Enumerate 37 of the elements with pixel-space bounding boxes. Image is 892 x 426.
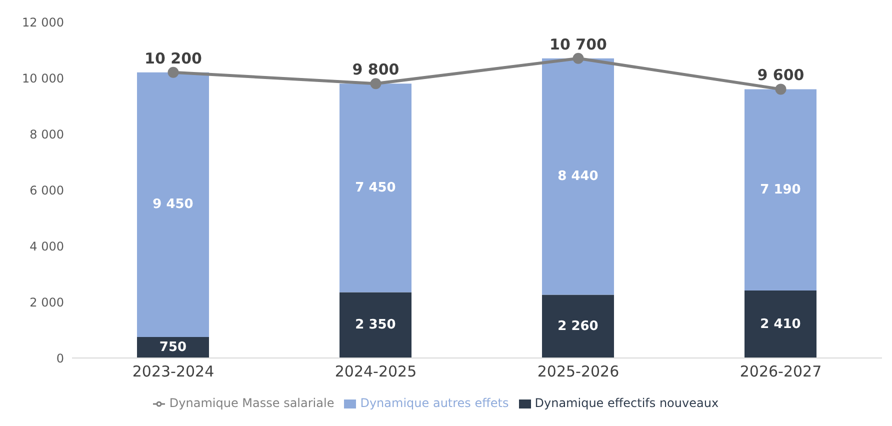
- data-label: 9 600: [757, 66, 804, 84]
- data-label: 8 440: [558, 169, 598, 184]
- y-tick-label: 4 000: [30, 239, 64, 254]
- data-label: 10 200: [144, 49, 202, 68]
- y-tick-label: 6 000: [30, 183, 64, 198]
- bar: [744, 89, 816, 291]
- data-label: 7 450: [355, 180, 396, 196]
- y-tick-label: 8 000: [30, 127, 64, 142]
- y-tick-label: 2 000: [30, 295, 64, 310]
- data-label: 2 260: [558, 318, 598, 334]
- bar: [137, 72, 209, 337]
- x-tick-label: 2024-2025: [334, 362, 417, 381]
- x-tick-label: 2025-2026: [537, 362, 620, 381]
- data-label: 9 450: [152, 197, 194, 212]
- point: [168, 66, 179, 78]
- bar: [542, 294, 614, 358]
- y-tick-label: 10 000: [22, 71, 64, 86]
- y-tick-label: 0: [56, 351, 64, 366]
- legend-label: Dynamique autres effets: [360, 396, 509, 410]
- data-label: 750: [159, 340, 187, 355]
- point: [572, 52, 584, 64]
- data-label: 2 350: [355, 318, 396, 333]
- y-tick-label: 12 000: [22, 15, 64, 30]
- bar: [340, 84, 412, 292]
- data-label: 9 800: [352, 60, 400, 79]
- bar: [340, 292, 412, 358]
- data-label: 2 410: [760, 316, 801, 332]
- bar: [744, 290, 816, 358]
- bar: [542, 58, 614, 295]
- x-tick-label: 2023-2024: [132, 362, 214, 381]
- legend-label: Dynamique Masse salariale: [169, 396, 334, 410]
- data-label: 7 190: [760, 182, 801, 198]
- legend-label: Dynamique effectifs nouveaux: [534, 396, 719, 410]
- x-tick-label: 2026-2027: [740, 362, 822, 381]
- data-label: 10 700: [550, 35, 607, 54]
- point: [775, 84, 786, 95]
- point: [370, 78, 382, 90]
